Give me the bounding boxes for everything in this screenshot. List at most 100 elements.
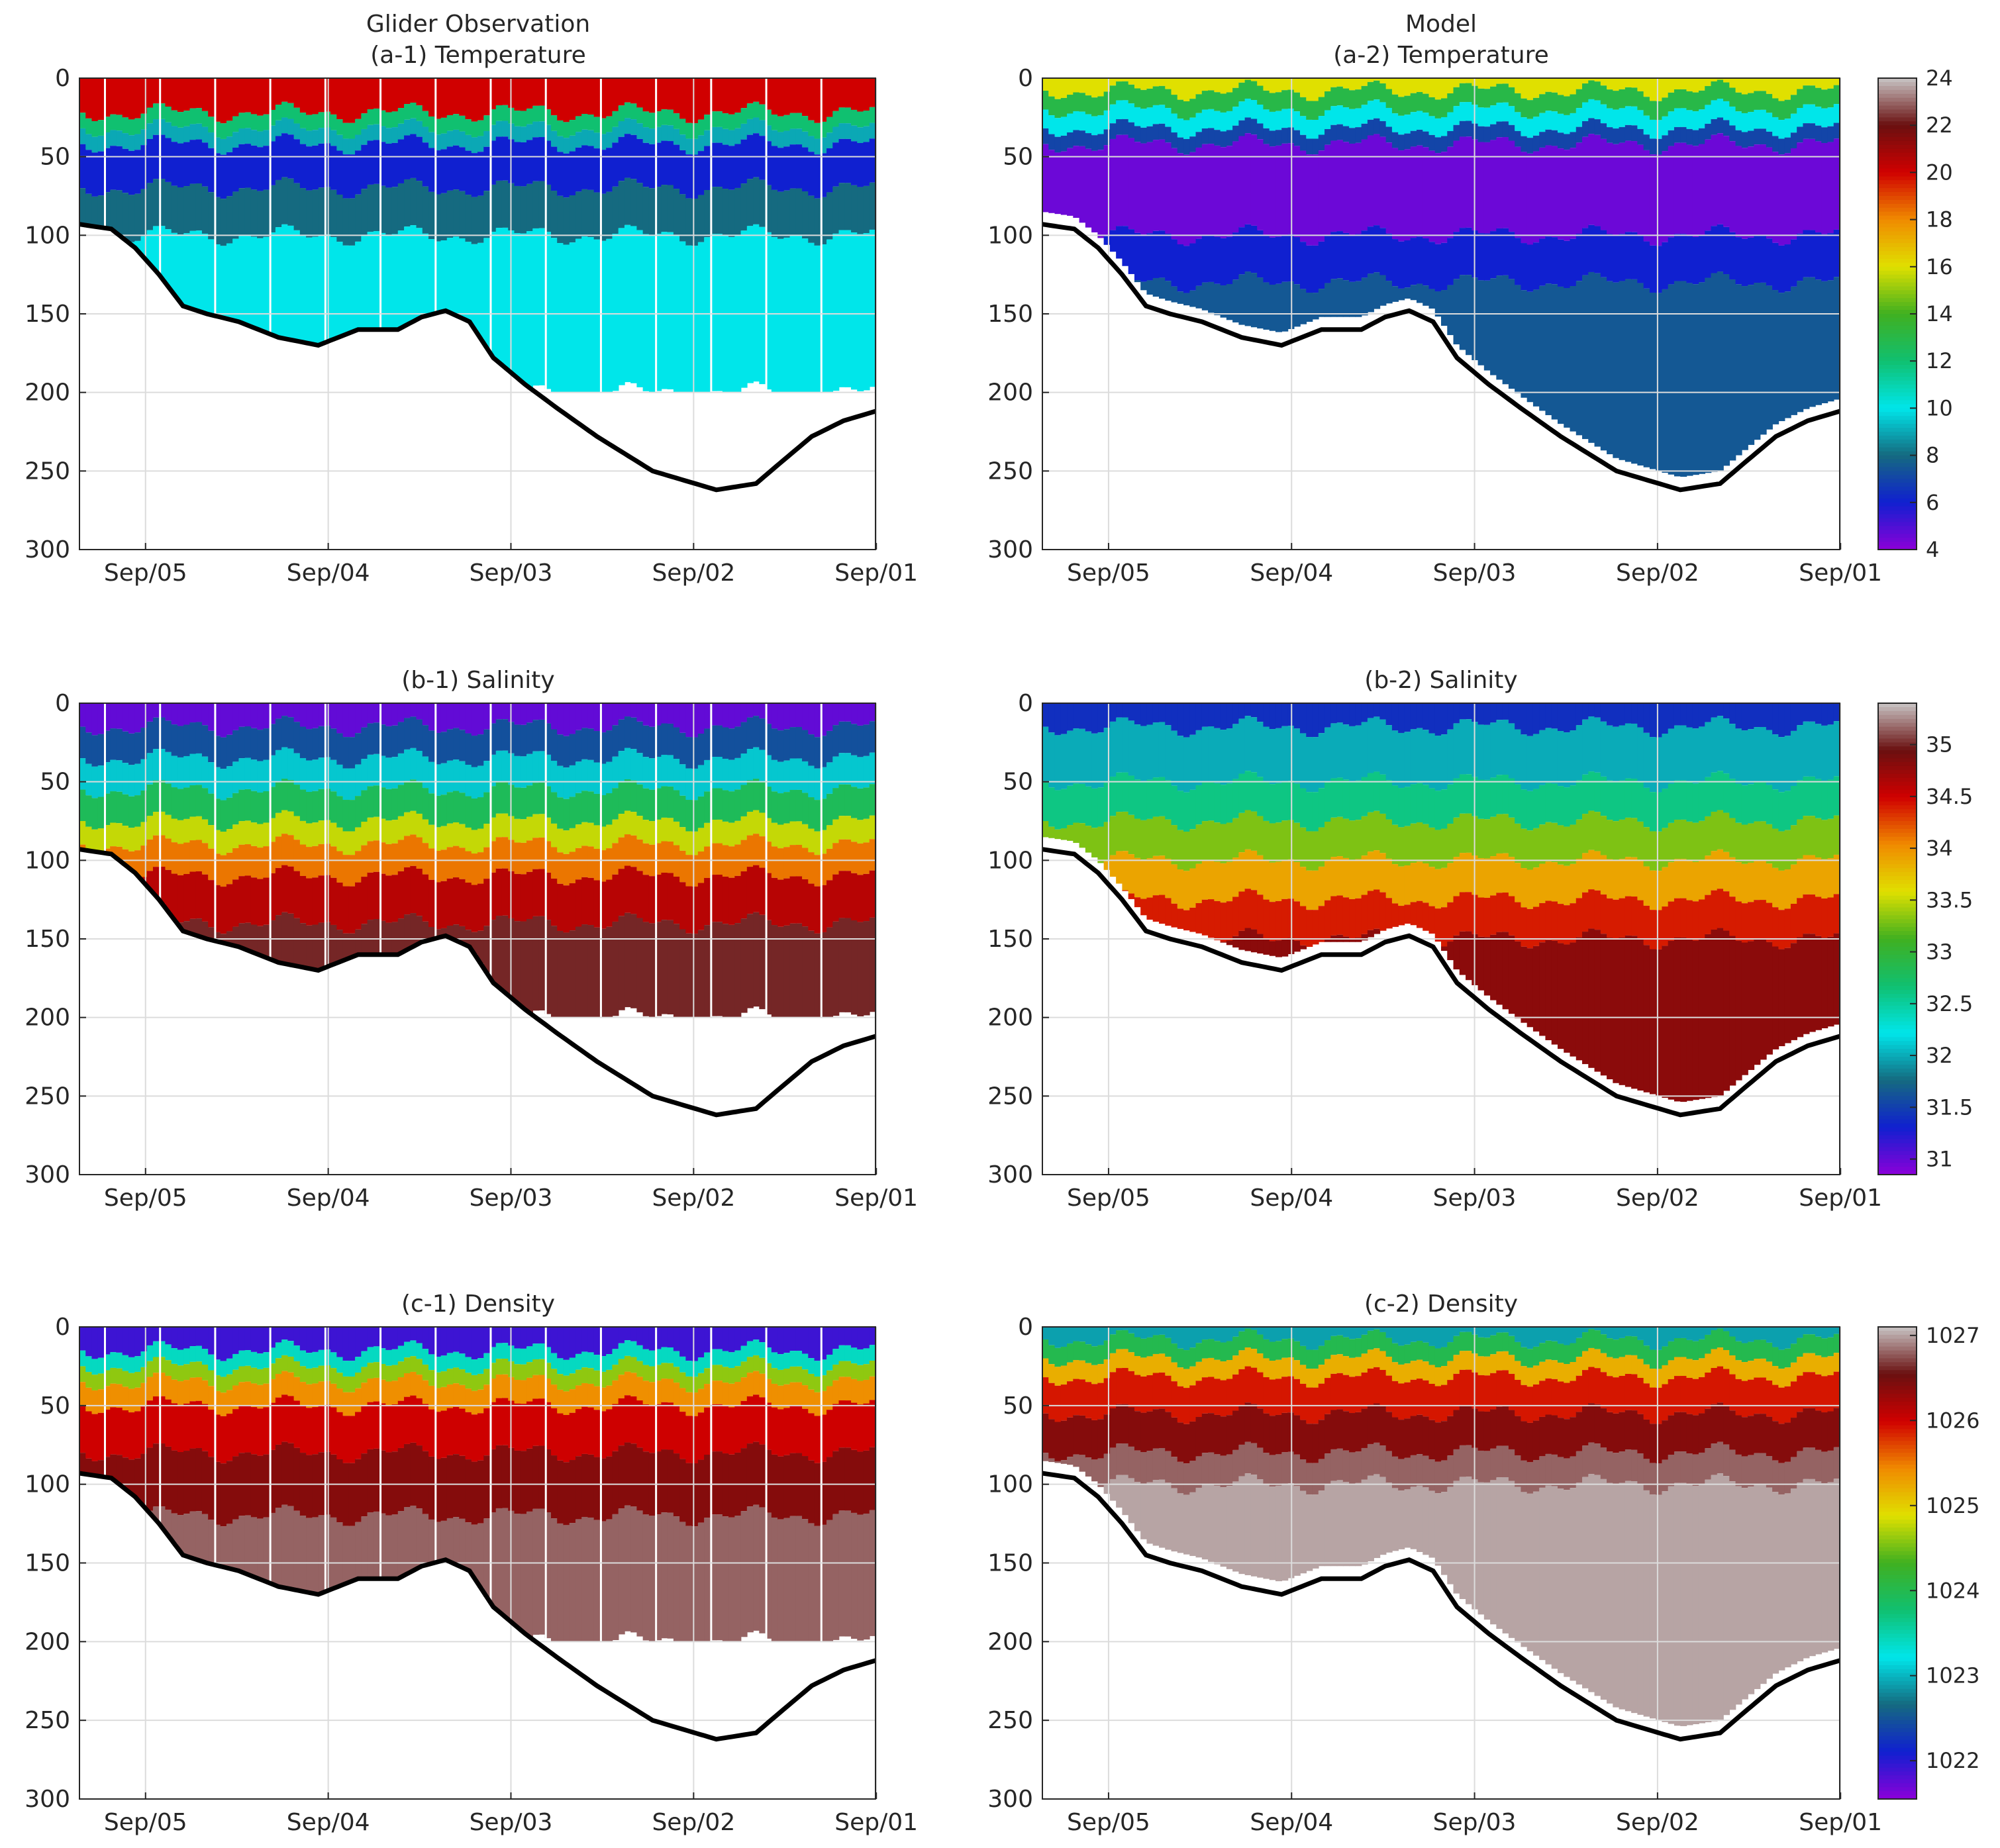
field-cell: [1189, 99, 1197, 118]
field-cell: [1741, 238, 1748, 287]
field-cell: [1631, 279, 1638, 464]
field-cell: [1134, 1411, 1141, 1451]
field-cell: [195, 918, 203, 937]
field-cell: [1183, 101, 1191, 121]
field-cell: [550, 878, 558, 926]
field-cell: [844, 1447, 852, 1511]
field-cell: [1447, 238, 1454, 285]
field-cell: [385, 187, 393, 235]
field-cell: [1257, 1353, 1264, 1373]
field-cell: [434, 703, 442, 733]
field-cell: [1575, 780, 1583, 820]
field-cell: [1275, 861, 1282, 901]
field-cell: [440, 78, 448, 118]
field-cell: [269, 1347, 276, 1364]
field-cell: [795, 1406, 803, 1453]
field-cell: [1269, 823, 1276, 863]
field-cell: [446, 238, 454, 313]
field-cell: [1122, 78, 1129, 81]
field-cell: [1067, 1457, 1074, 1465]
field-cell: [1594, 134, 1601, 226]
field-cell: [165, 752, 172, 784]
field-cell: [826, 1410, 834, 1457]
field-cell: [1293, 111, 1301, 130]
field-cell: [91, 152, 99, 197]
field-cell: [397, 139, 405, 183]
field-cell: [453, 791, 460, 822]
field-cell: [79, 821, 87, 845]
field-cell: [257, 1353, 264, 1369]
field-cell: [777, 926, 785, 1018]
field-cell: [1201, 282, 1209, 311]
field-cell: [1183, 293, 1191, 306]
field-cell: [1250, 225, 1258, 273]
field-cell: [520, 1380, 527, 1404]
field-cell: [110, 78, 117, 115]
field-cell: [281, 703, 289, 716]
field-cell: [1189, 290, 1197, 307]
field-cell: [440, 133, 448, 150]
field-cell: [1128, 814, 1135, 855]
field-cell: [1208, 1413, 1215, 1453]
field-cell: [1760, 91, 1767, 110]
field-cell: [1428, 116, 1436, 135]
field-cell: [1244, 810, 1252, 850]
field-cell: [1821, 859, 1828, 899]
field-cell: [1244, 79, 1252, 99]
field-cell: [140, 189, 148, 236]
field-cell: [410, 716, 417, 748]
profile-gap: [159, 703, 162, 904]
field-cell: [110, 822, 117, 847]
field-cell: [1705, 816, 1712, 856]
field-cell: [630, 812, 638, 836]
field-cell: [1214, 92, 1221, 111]
field-cell: [501, 750, 509, 783]
field-cell: [501, 1398, 509, 1445]
x-tick-label: Sep/03: [1433, 1185, 1517, 1212]
field-cell: [606, 703, 613, 731]
field-cell: [532, 121, 540, 138]
field-cell: [753, 1339, 760, 1355]
field-cell: [1281, 1339, 1289, 1358]
field-cell: [1122, 81, 1129, 101]
field-cell: [1073, 146, 1080, 219]
field-cell: [342, 703, 350, 738]
field-cell: [1177, 78, 1184, 100]
field-cell: [851, 1449, 858, 1513]
field-cell: [1391, 239, 1399, 287]
field-cell: [177, 1349, 184, 1366]
field-cell: [1717, 117, 1724, 134]
field-cell: [1508, 896, 1515, 936]
field-cell: [587, 189, 595, 238]
field-cell: [765, 818, 772, 842]
field-cell: [91, 78, 99, 121]
field-cell: [1171, 239, 1178, 287]
field-cell: [593, 192, 601, 240]
field-cell: [501, 1343, 509, 1359]
field-cell: [416, 703, 423, 720]
field-cell: [563, 932, 570, 1018]
field-cell: [471, 78, 478, 122]
field-cell: [1281, 1377, 1289, 1413]
field-cell: [348, 831, 356, 855]
field-cell: [342, 1327, 350, 1361]
field-cell: [1109, 78, 1117, 86]
field-cell: [661, 841, 668, 873]
field-cell: [1656, 138, 1663, 155]
field-cell: [869, 1361, 876, 1377]
field-cell: [146, 1361, 154, 1377]
field-cell: [1656, 949, 1663, 1096]
field-cell: [1220, 824, 1227, 863]
field-cell: [1183, 832, 1191, 871]
field-cell: [820, 1414, 827, 1462]
field-cell: [1312, 1494, 1319, 1569]
field-cell: [1275, 1454, 1282, 1486]
field-cell: [79, 1453, 87, 1474]
field-cell: [1269, 1341, 1276, 1361]
field-cell: [587, 822, 595, 847]
field-cell: [269, 787, 276, 818]
field-cell: [128, 150, 136, 195]
field-cell: [1238, 1476, 1246, 1575]
field-cell: [306, 130, 313, 147]
field-cell: [477, 734, 485, 766]
